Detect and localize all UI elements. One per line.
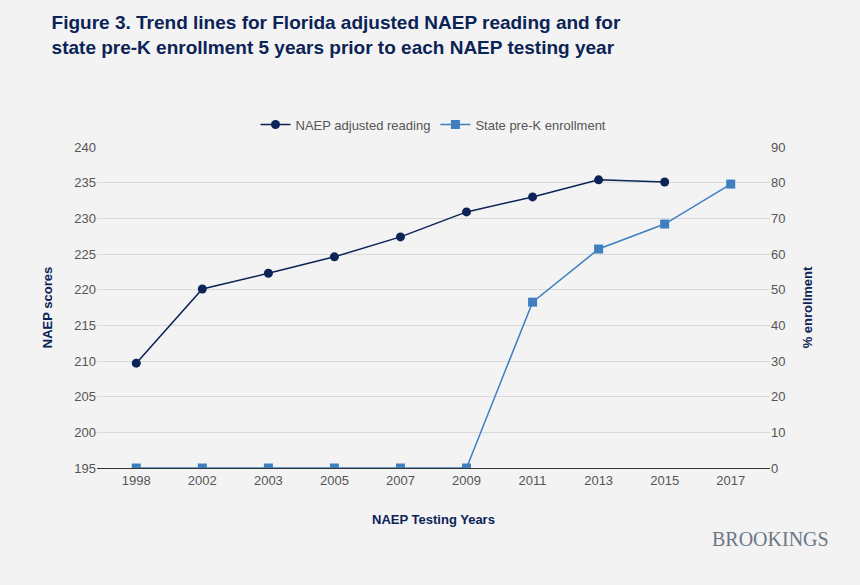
- svg-text:40: 40: [771, 318, 785, 333]
- svg-text:Figure 3. Trend lines for Flor: Figure 3. Trend lines for Florida adjust…: [52, 12, 621, 58]
- svg-text:2007: 2007: [386, 473, 415, 488]
- svg-text:NAEP adjusted reading: NAEP adjusted reading: [296, 118, 431, 133]
- svg-text:70: 70: [771, 211, 785, 226]
- svg-text:30: 30: [771, 354, 785, 369]
- svg-text:10: 10: [771, 425, 785, 440]
- svg-text:2003: 2003: [254, 473, 283, 488]
- svg-text:210: 210: [74, 354, 96, 369]
- svg-text:2013: 2013: [584, 473, 613, 488]
- svg-text:NAEP scores: NAEP scores: [40, 267, 55, 348]
- svg-text:235: 235: [74, 175, 96, 190]
- svg-text:2017: 2017: [716, 473, 745, 488]
- svg-text:BROOKINGS: BROOKINGS: [712, 528, 829, 550]
- svg-text:2005: 2005: [320, 473, 349, 488]
- svg-text:2011: 2011: [519, 473, 547, 488]
- svg-text:1998: 1998: [122, 473, 151, 488]
- svg-text:220: 220: [74, 282, 96, 297]
- svg-text:2015: 2015: [650, 473, 679, 488]
- svg-text:225: 225: [74, 247, 96, 262]
- svg-text:90: 90: [771, 140, 785, 155]
- svg-text:195: 195: [74, 461, 96, 476]
- svg-text:240: 240: [74, 140, 96, 155]
- svg-text:215: 215: [74, 318, 96, 333]
- svg-text:60: 60: [771, 247, 785, 262]
- svg-text:200: 200: [74, 425, 96, 440]
- svg-text:0: 0: [771, 461, 778, 476]
- svg-text:230: 230: [74, 211, 96, 226]
- svg-text:20: 20: [771, 389, 785, 404]
- svg-text:50: 50: [771, 282, 785, 297]
- svg-text:2002: 2002: [188, 473, 217, 488]
- svg-text:State pre-K enrollment: State pre-K enrollment: [475, 118, 605, 133]
- svg-text:2009: 2009: [452, 473, 481, 488]
- svg-text:205: 205: [74, 389, 96, 404]
- svg-text:% enrollment: % enrollment: [800, 266, 815, 348]
- svg-text:80: 80: [771, 175, 785, 190]
- svg-text:NAEP Testing Years: NAEP Testing Years: [372, 512, 495, 527]
